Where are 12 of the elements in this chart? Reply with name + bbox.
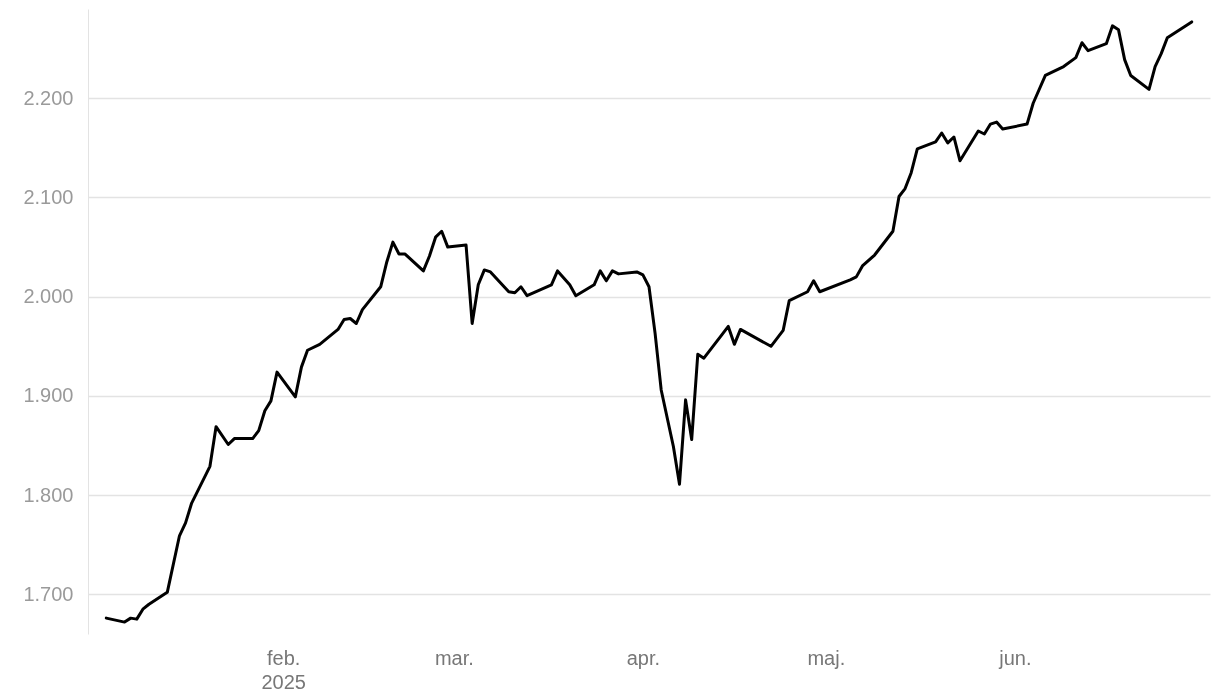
x-tick-label: apr. — [626, 646, 661, 669]
x-tick-label: maj. — [807, 646, 846, 669]
x-tick-label: mar. — [434, 646, 474, 669]
y-tick-label: 1.700 — [23, 582, 74, 605]
y-tick-label: 1.800 — [23, 483, 74, 506]
x-tick-label: feb. 2025 — [261, 646, 306, 693]
x-tick-label: jun. — [998, 646, 1032, 669]
y-tick-label: 2.100 — [23, 185, 74, 208]
line-series — [104, 20, 1194, 624]
y-tick-label: 2.000 — [23, 285, 74, 308]
y-tick-label: 1.900 — [23, 384, 74, 407]
y-tick-label: 2.200 — [23, 86, 74, 109]
